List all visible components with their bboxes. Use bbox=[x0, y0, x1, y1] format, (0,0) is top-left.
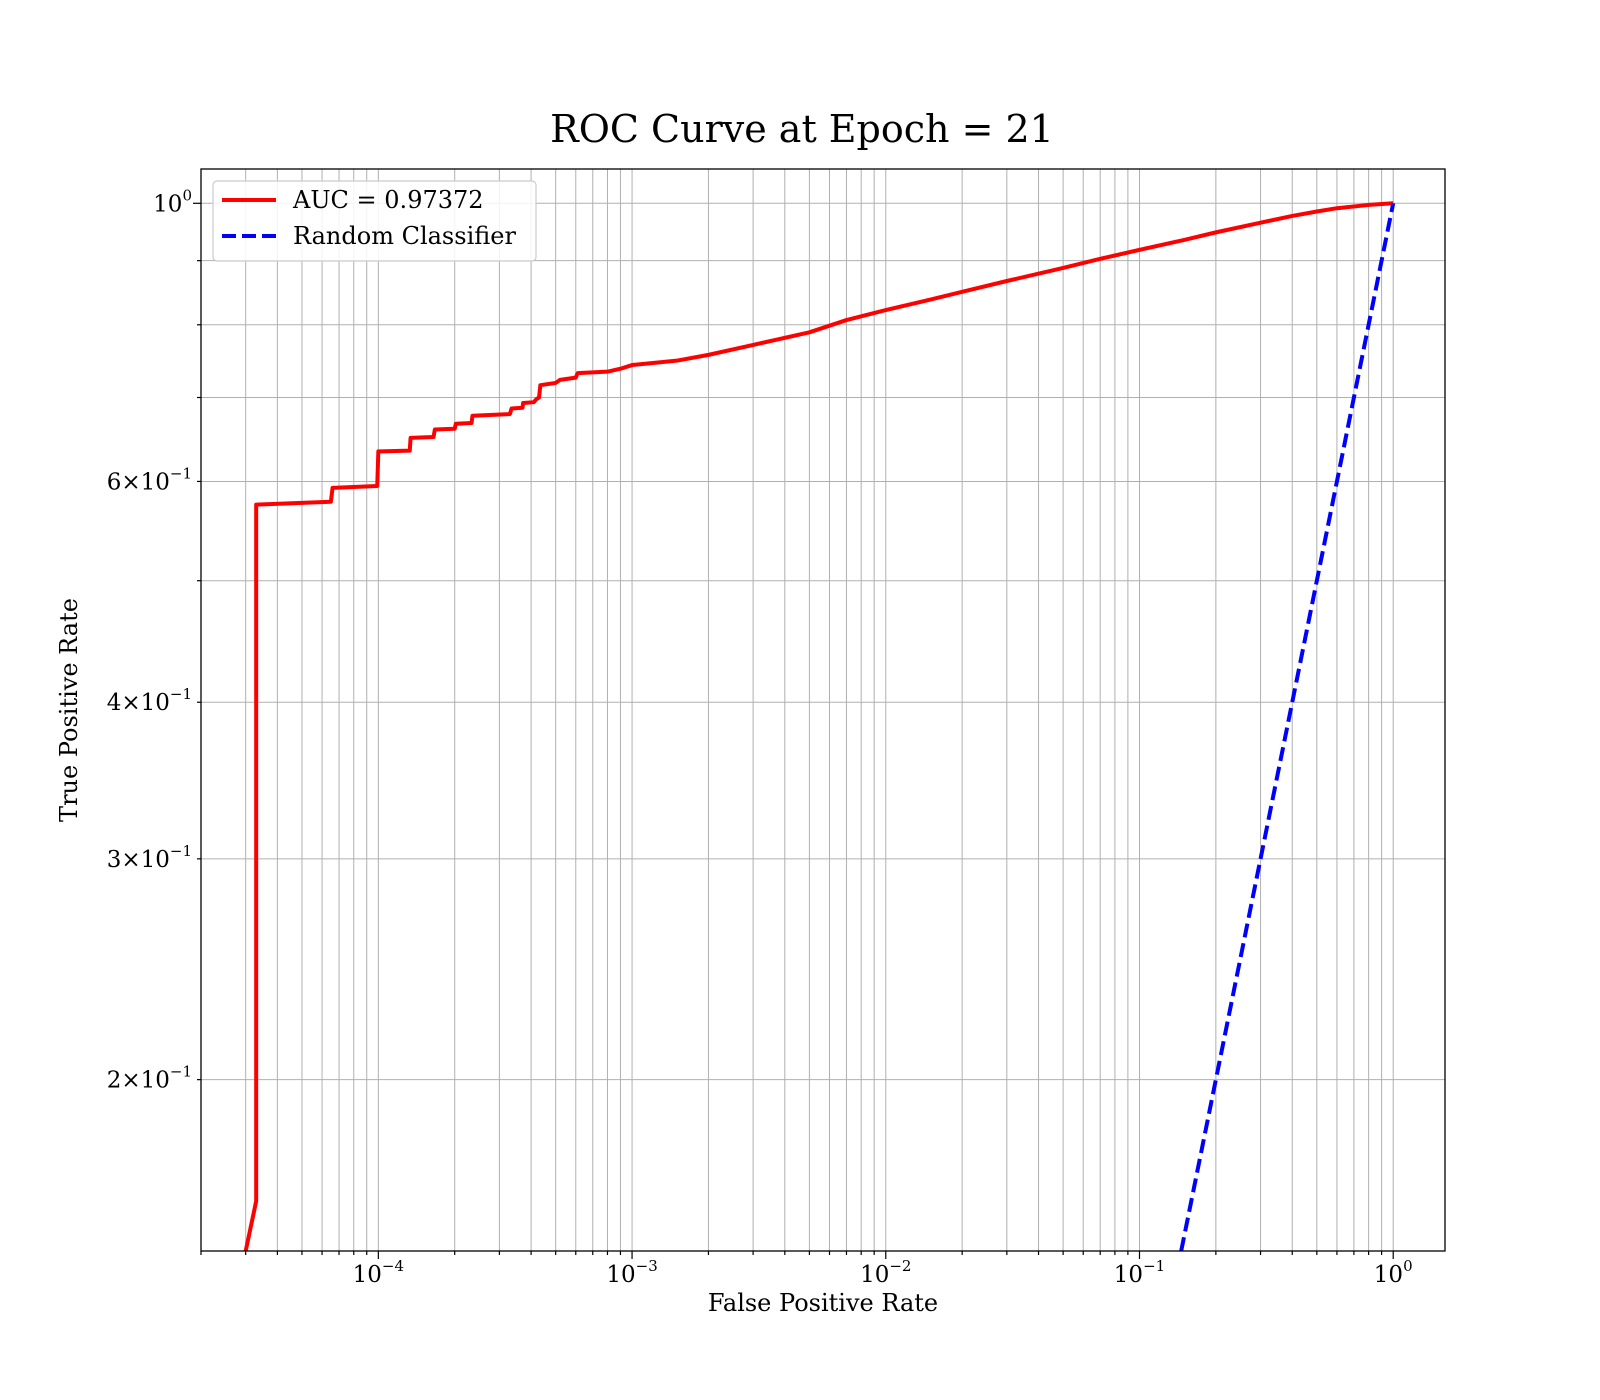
y-tick-label: 2×10−1 bbox=[107, 1063, 192, 1094]
random-classifier-line bbox=[1179, 202, 1396, 1251]
y-tick-labels: 2×10−1 3×10−1 4×10−1 6×10−1 100 bbox=[107, 186, 192, 1093]
y-tick-label: 3×10−1 bbox=[107, 842, 192, 873]
x-axis-label: False Positive Rate bbox=[708, 1289, 938, 1317]
x-tick-label: 10−3 bbox=[606, 1257, 657, 1288]
grid-lines bbox=[200, 169, 1445, 1251]
legend-label-random: Random Classifier bbox=[293, 222, 516, 250]
plot-lines bbox=[243, 201, 1396, 1251]
legend-label-auc: AUC = 0.97372 bbox=[292, 186, 484, 214]
y-tick-label: 6×10−1 bbox=[107, 464, 192, 495]
y-tick-label: 100 bbox=[153, 186, 192, 217]
legend-box bbox=[212, 180, 537, 262]
y-tick-label: 4×10−1 bbox=[107, 685, 192, 716]
y-axis-label: True Positive Rate bbox=[55, 598, 83, 822]
x-tick-labels: 10−4 10−3 10−2 10−1 100 bbox=[353, 1257, 1413, 1288]
axis-ticks bbox=[193, 202, 1394, 1259]
roc-curve-line bbox=[243, 201, 1394, 1251]
chart-title: ROC Curve at Epoch = 21 bbox=[550, 107, 1054, 151]
legend: AUC = 0.97372 Random Classifier bbox=[212, 180, 537, 262]
x-tick-label: 10−1 bbox=[1114, 1257, 1165, 1288]
plot-frame bbox=[200, 168, 1446, 1252]
x-tick-label: 10−4 bbox=[353, 1257, 404, 1288]
x-tick-label: 10−2 bbox=[860, 1257, 911, 1288]
x-tick-label: 100 bbox=[1374, 1257, 1413, 1288]
